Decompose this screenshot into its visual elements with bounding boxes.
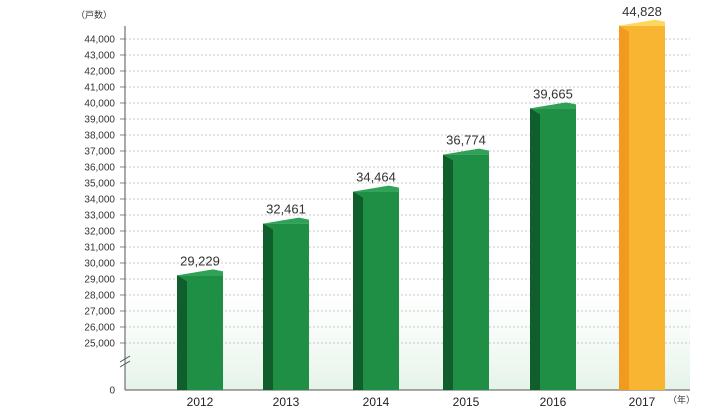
y-tick-label: 29,000 — [84, 275, 115, 286]
y-tick-label: 31,000 — [84, 243, 115, 254]
bar-top — [619, 19, 665, 26]
y-tick-label: 33,000 — [84, 211, 115, 222]
y-tick-label: 40,000 — [84, 99, 115, 110]
x-unit-label: （年） — [668, 394, 695, 406]
bar-top — [443, 148, 489, 155]
y-unit-label: （戸数） — [76, 9, 112, 21]
y-tick-label: 41,000 — [84, 83, 115, 94]
y-tick-label: 39,000 — [84, 115, 115, 126]
value-label: 32,461 — [266, 202, 306, 217]
value-label: 36,774 — [446, 133, 486, 148]
value-label: 29,229 — [180, 253, 220, 268]
x-tick-label: 2016 — [540, 395, 567, 409]
axis-break-mark — [119, 360, 131, 368]
bar-2015 — [443, 148, 489, 390]
x-tick-label: 2013 — [273, 395, 300, 409]
bar-side — [263, 223, 273, 390]
bar-2013 — [263, 217, 309, 390]
bar-side — [619, 25, 629, 390]
y-tick-label: 25,000 — [84, 339, 115, 350]
y-tick-label: 44,000 — [84, 35, 115, 46]
bar-side — [177, 275, 187, 390]
bar-2012 — [177, 269, 223, 390]
bar-2016 — [530, 102, 576, 391]
y-tick-label: 30,000 — [84, 259, 115, 270]
x-tick-label: 2014 — [363, 395, 390, 409]
y-tick-label: 37,000 — [84, 147, 115, 158]
bar-side — [353, 191, 363, 390]
value-label: 44,828 — [622, 4, 662, 19]
value-label: 34,464 — [356, 170, 396, 185]
y-tick-label: 34,000 — [84, 195, 115, 206]
y-tick-label: 27,000 — [84, 307, 115, 318]
bar-top — [530, 102, 576, 109]
bar-2014 — [353, 185, 399, 390]
axis-break-mark — [119, 355, 131, 363]
value-label: 39,665 — [533, 86, 573, 101]
y-tick-label: 35,000 — [84, 179, 115, 190]
bar-side — [443, 154, 453, 390]
bar-top — [353, 185, 399, 192]
y-tick-label: 43,000 — [84, 51, 115, 62]
bar-side — [530, 108, 540, 391]
x-tick-label: 2015 — [453, 395, 480, 409]
y-tick-label: 32,000 — [84, 227, 115, 238]
y-tick-label: 0 — [109, 386, 115, 397]
x-tick-label: 2012 — [187, 395, 214, 409]
bar-top — [177, 269, 223, 276]
y-tick-label: 26,000 — [84, 323, 115, 334]
x-tick-label: 2017 — [629, 395, 656, 409]
y-tick-label: 28,000 — [84, 291, 115, 302]
bar-2017 — [619, 19, 665, 390]
bar-top — [263, 217, 309, 224]
y-tick-label: 38,000 — [84, 131, 115, 142]
y-tick-label: 42,000 — [84, 67, 115, 78]
y-tick-label: 36,000 — [84, 163, 115, 174]
